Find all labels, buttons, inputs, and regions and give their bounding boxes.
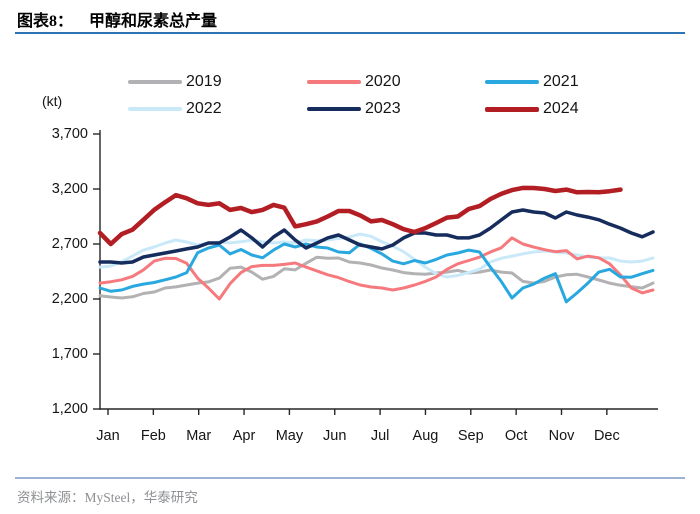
source-note: 资料来源：MySteel，华泰研究 [17, 490, 198, 505]
series-line-2022 [98, 232, 655, 279]
x-tick-Apr: Apr [232, 428, 256, 444]
legend-label-2020: 2020 [365, 73, 401, 90]
series-line-2023 [98, 208, 655, 265]
title-underline [15, 32, 685, 34]
series-line-2024 [97, 185, 623, 247]
y-tick-2,700: 2,700 [51, 236, 88, 252]
x-tick-Mar: Mar [186, 428, 212, 444]
legend-swatch-2019 [128, 80, 182, 84]
x-tick-Jun: Jun [323, 428, 347, 444]
x-tick-Jan: Jan [96, 428, 120, 444]
x-tick-Dec: Dec [593, 428, 620, 444]
x-tick-Aug: Aug [412, 428, 439, 444]
legend-swatch-2023 [307, 107, 361, 111]
series-line-2020 [98, 236, 655, 301]
legend-label-2024: 2024 [543, 100, 579, 117]
figure-title: 图表8： 甲醇和尿素总产量 [17, 7, 217, 31]
x-tick-Sep: Sep [457, 428, 484, 444]
legend-swatch-2020 [307, 80, 361, 84]
legend-label-2023: 2023 [365, 100, 401, 117]
footer-divider [15, 477, 685, 479]
legend-swatch-2022 [128, 107, 182, 111]
series-line-2019 [98, 255, 655, 300]
figure-number: 图表8： [17, 13, 74, 30]
y-tick-3,200: 3,200 [51, 181, 88, 197]
legend-label-2021: 2021 [543, 73, 579, 90]
x-tick-Feb: Feb [140, 428, 166, 444]
y-tick-1,200: 1,200 [51, 401, 88, 417]
x-tick-Jul: Jul [370, 428, 390, 444]
x-tick-Nov: Nov [548, 428, 575, 444]
y-axis-unit-label: (kt) [42, 93, 63, 109]
chart-legend: 2019 2020 2021 2022 2023 2024 [0, 0, 700, 130]
legend-label-2022: 2022 [186, 100, 222, 117]
y-tick-3,700: 3,700 [51, 126, 88, 142]
legend-swatch-2024 [485, 106, 539, 112]
figure-title-text: 甲醇和尿素总产量 [89, 13, 218, 30]
x-tick-Oct: Oct [504, 428, 528, 444]
legend-swatch-2021 [485, 80, 539, 84]
x-tick-May: May [275, 428, 304, 444]
legend-label-2019: 2019 [186, 73, 222, 90]
series-line-2021 [98, 242, 655, 304]
y-tick-2,200: 2,200 [51, 291, 88, 307]
y-tick-1,700: 1,700 [51, 346, 88, 362]
